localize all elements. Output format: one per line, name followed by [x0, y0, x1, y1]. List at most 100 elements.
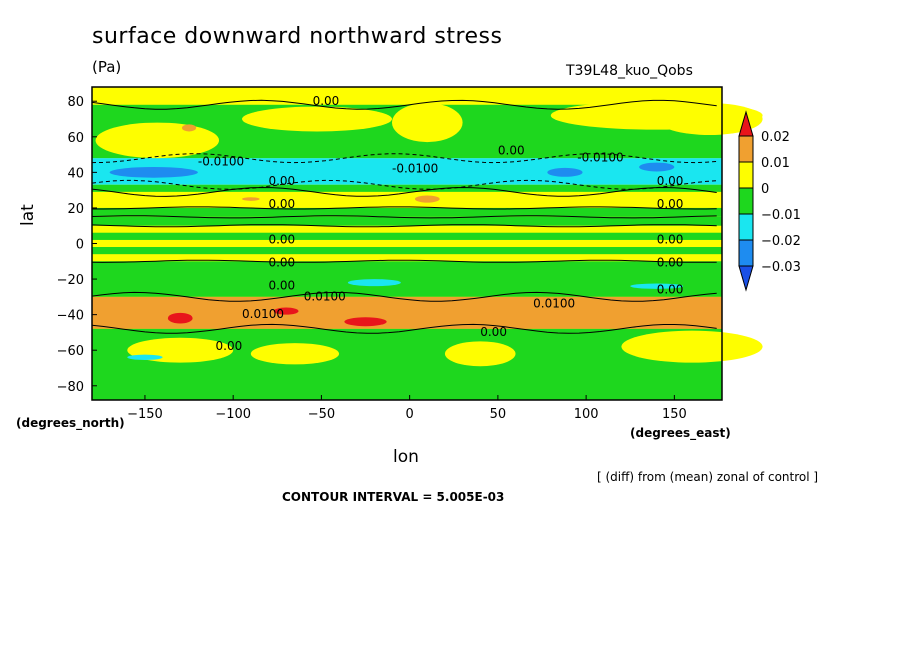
- positive-region: [414, 195, 440, 203]
- zonal-band: [92, 257, 722, 297]
- positive-region: [242, 197, 260, 201]
- contour-label: -0.0100: [198, 154, 244, 168]
- contour-label: 0.00: [498, 144, 525, 158]
- colorbar-label: −0.03: [761, 260, 801, 275]
- run-name: T39L48_kuo_Qobs: [566, 63, 693, 79]
- positive-region: [621, 330, 763, 363]
- colorbar-swatch: [738, 213, 754, 241]
- colorbar-swatch: [738, 161, 754, 189]
- maximum-region: [167, 312, 193, 324]
- maximum-region: [344, 317, 387, 327]
- y-tick-label: 40: [67, 166, 84, 181]
- colorbar-swatch: [738, 187, 754, 215]
- equatorial-strip: [92, 239, 722, 248]
- contour-line: [91, 186, 717, 197]
- contour-label: 0.00: [480, 325, 507, 339]
- negative-region: [630, 283, 684, 289]
- positive-region: [250, 343, 340, 365]
- chart-title: surface downward northward stress: [92, 24, 503, 49]
- negative-region: [347, 279, 401, 287]
- colorbar-label: 0: [761, 182, 769, 197]
- negative-region: [109, 167, 198, 178]
- equatorial-strip: [92, 218, 722, 226]
- contour-label: 0.00: [313, 94, 340, 108]
- colorbar-label: −0.02: [761, 234, 801, 249]
- contour-label: 0.00: [657, 256, 684, 270]
- x-tick-label: −50: [308, 407, 335, 422]
- y-tick-label: 60: [67, 131, 84, 146]
- equatorial-strip: [92, 225, 722, 233]
- units-label: (Pa): [92, 58, 122, 76]
- y-tick-label: 0: [76, 238, 84, 253]
- contour-line: [91, 291, 717, 302]
- x-tick-label: 100: [574, 407, 599, 422]
- reference-note: [ (diff) from (mean) zonal of control ]: [597, 470, 819, 484]
- contour-line: [91, 259, 717, 263]
- y-ticks: 80 60 40 20 0 −20 −40 −60 −80: [57, 95, 97, 395]
- x-tick-label: 0: [406, 407, 414, 422]
- y-tick-label: 20: [67, 202, 84, 217]
- contour-labels: 0.00 0.00 0.00 0.00 0.00 0.00 0.00 0.00 0.00 0.00…: [198, 94, 684, 353]
- contour-lines: [91, 99, 717, 334]
- negative-region: [639, 162, 675, 172]
- contour-label: 0.0100: [242, 307, 284, 321]
- zonal-band: [92, 296, 722, 329]
- positive-region: [242, 106, 392, 132]
- contour-label: 0.0100: [533, 297, 575, 311]
- positive-region: [444, 341, 516, 367]
- equatorial-strip: [92, 254, 722, 262]
- contour-blobs: [95, 101, 763, 367]
- x-ticks: −150 −100 −50 0 50 100 150: [127, 395, 687, 422]
- contour-interval: CONTOUR INTERVAL = 5.005E-03: [282, 490, 505, 504]
- colorbar-label: 0.01: [761, 156, 790, 171]
- y-tick-label: −20: [57, 273, 84, 288]
- negative-region: [127, 354, 163, 360]
- maximum-region: [273, 307, 299, 315]
- y-tick-label: −80: [57, 380, 84, 395]
- contour-label: 0.00: [657, 174, 684, 188]
- contour-label: 0.0100: [304, 289, 346, 303]
- x-tick-label: 50: [490, 407, 507, 422]
- y-tick-label: −60: [57, 344, 84, 359]
- x-tick-label: 150: [662, 407, 687, 422]
- colorbar-swatch: [738, 239, 754, 267]
- x-unit-label: (degrees_east): [630, 426, 731, 440]
- zonal-band: [92, 207, 722, 217]
- contour-label: 0.00: [216, 339, 243, 353]
- contour-line: [92, 206, 717, 210]
- x-axis-label: lon: [393, 447, 419, 467]
- contour-line: [91, 323, 717, 334]
- contour-label: 0.00: [268, 279, 295, 293]
- contour-line: [91, 99, 717, 110]
- equatorial-strip: [92, 232, 722, 240]
- contour-label: 0.00: [657, 197, 684, 211]
- positive-region: [656, 103, 763, 136]
- contour-label: 0.00: [657, 282, 684, 296]
- positive-region: [182, 124, 197, 132]
- x-tick-label: −150: [127, 407, 163, 422]
- colorbar-label: −0.01: [761, 208, 801, 223]
- contour-label: 0.00: [657, 233, 684, 247]
- negative-region: [321, 165, 392, 180]
- contour-line: [91, 224, 717, 228]
- colorbar-arrow-bottom: [738, 265, 754, 292]
- colorbar: 0.02 0.01 0 −0.01 −0.02 −0.03: [738, 110, 801, 292]
- positive-region: [392, 103, 463, 143]
- contour-line: [91, 215, 717, 219]
- contour-label: 0.00: [268, 197, 295, 211]
- contour-label: -0.0100: [577, 151, 623, 165]
- positive-region: [95, 122, 220, 159]
- contour-label: 0.00: [268, 174, 295, 188]
- contour-label: 0.00: [268, 233, 295, 247]
- colorbar-label: 0.02: [761, 130, 790, 145]
- x-tick-label: −100: [215, 407, 251, 422]
- y-tick-label: −40: [57, 309, 84, 324]
- contour-label: -0.0100: [392, 161, 438, 175]
- negative-region: [547, 167, 583, 177]
- equatorial-strip: [92, 247, 722, 255]
- y-tick-label: 80: [67, 95, 84, 110]
- contour-label: 0.00: [268, 256, 295, 270]
- zonal-band: [92, 191, 722, 208]
- y-unit-label: (degrees_north): [16, 416, 125, 430]
